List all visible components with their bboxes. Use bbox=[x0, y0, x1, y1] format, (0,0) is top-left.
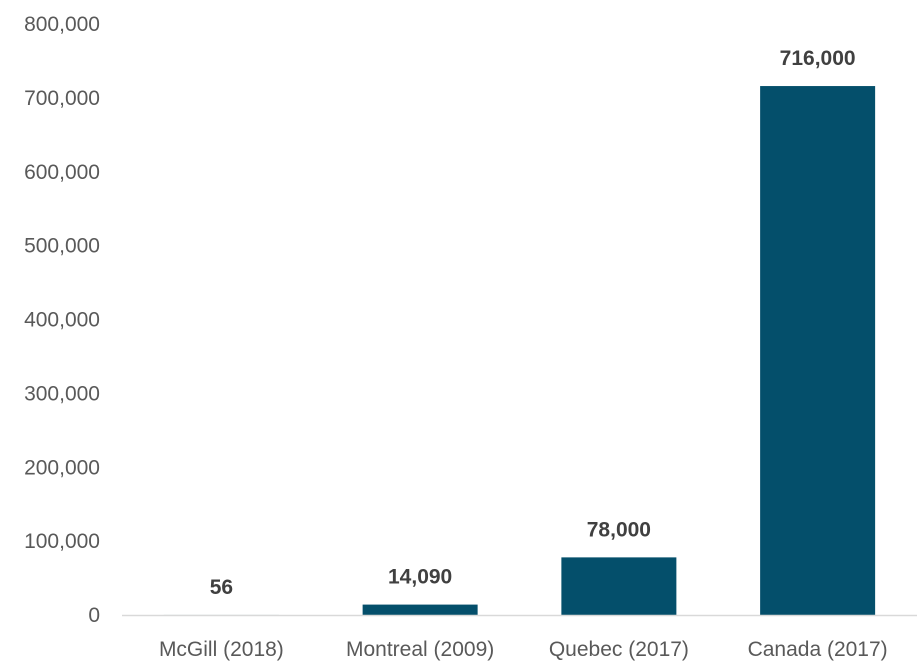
y-tick-label: 500,000 bbox=[24, 235, 100, 258]
y-tick-label: 600,000 bbox=[24, 161, 100, 184]
x-category-label: McGill (2018) bbox=[159, 638, 284, 661]
y-tick-label: 0 bbox=[88, 604, 100, 627]
x-category-label: Canada (2017) bbox=[748, 638, 888, 661]
data-label: 716,000 bbox=[780, 47, 856, 70]
data-label: 78,000 bbox=[587, 518, 651, 541]
y-tick-label: 800,000 bbox=[24, 13, 100, 36]
bars bbox=[163, 86, 876, 616]
y-axis-ticks: 0 100,000 200,000 300,000 400,000 500,000 600,… bbox=[24, 13, 100, 627]
data-label: 14,090 bbox=[388, 566, 452, 589]
bar bbox=[561, 557, 677, 615]
x-category-label: Montreal (2009) bbox=[346, 638, 494, 661]
data-labels: 56 14,090 78,000 716,000 bbox=[210, 47, 856, 599]
y-tick-label: 700,000 bbox=[24, 87, 100, 110]
x-axis-category-labels: McGill (2018) Montreal (2009) Quebec (2017… bbox=[159, 638, 888, 661]
data-label: 56 bbox=[210, 576, 233, 599]
bar bbox=[760, 86, 876, 616]
bar bbox=[362, 604, 478, 615]
y-tick-label: 100,000 bbox=[24, 530, 100, 553]
y-tick-label: 200,000 bbox=[24, 456, 100, 479]
x-category-label: Quebec (2017) bbox=[549, 638, 689, 661]
y-tick-label: 300,000 bbox=[24, 382, 100, 405]
y-tick-label: 400,000 bbox=[24, 309, 100, 332]
